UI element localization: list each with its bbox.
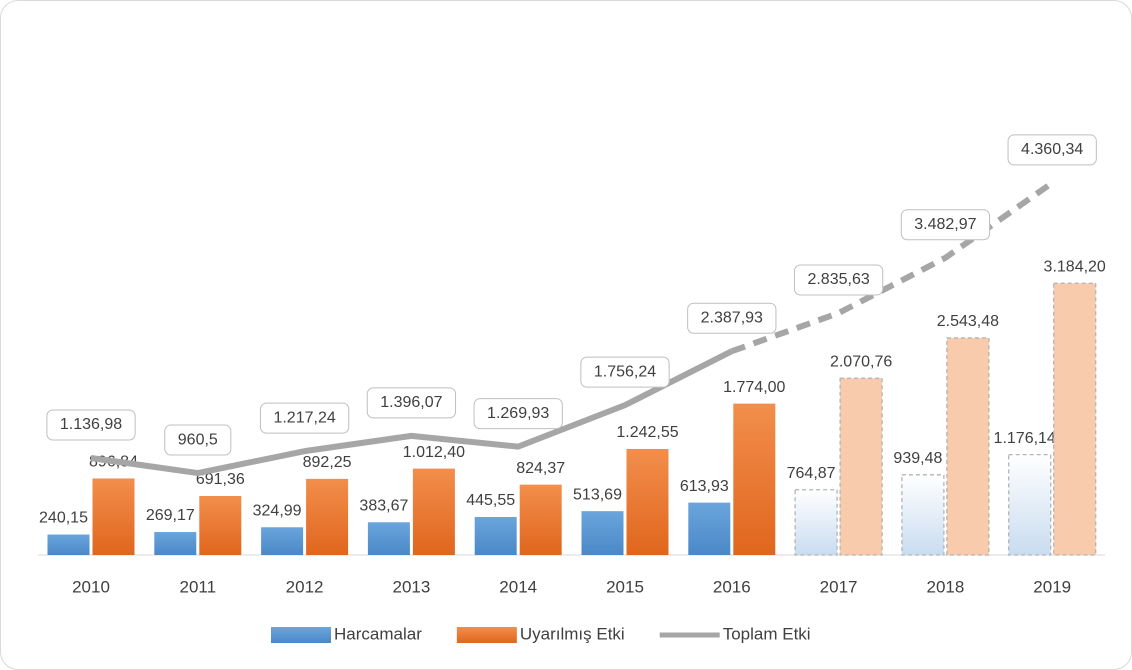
line-value-text: 1.269,93: [487, 405, 549, 422]
bar: [839, 377, 883, 556]
legend-label: Uyarılmış Etki: [520, 624, 625, 643]
bar: [154, 532, 197, 555]
bar: [261, 527, 304, 555]
label-box: [164, 424, 232, 456]
bar-value-label: 764,87: [787, 465, 836, 482]
bar-value-label: 513,69: [573, 486, 622, 503]
label-box: [1007, 134, 1097, 166]
bar-value-label: 324,99: [253, 502, 302, 519]
legend-swatch: [271, 627, 331, 643]
x-tick-label: 2018: [926, 577, 964, 596]
x-tick-label: 2017: [820, 577, 858, 596]
bar: [581, 511, 624, 555]
bar: [1053, 282, 1097, 556]
line: [730, 180, 1054, 355]
bar-value-label: 240,15: [39, 510, 88, 527]
line-value-label: 1.269,93: [473, 398, 563, 430]
x-tick-label: 2012: [286, 577, 324, 596]
label-box: [259, 402, 350, 434]
x-tick-label: 2015: [606, 577, 644, 596]
line-value-label: 3.482,97: [900, 209, 991, 241]
bar-value-label: 892,25: [303, 454, 352, 471]
bar-value-label: 824,37: [516, 460, 565, 477]
bar-value-label: 2.543,48: [937, 313, 999, 330]
legend-label: Toplam Etki: [723, 624, 811, 643]
bar: [794, 489, 838, 556]
x-tick-label: 2019: [1033, 577, 1071, 596]
bar: [626, 448, 669, 555]
label-box: [793, 264, 884, 296]
line-value-text: 1.136,98: [60, 416, 122, 433]
bar-value-label: 445,55: [466, 492, 515, 509]
line-value-label: 2.835,63: [793, 264, 884, 296]
line-value-text: 1.396,07: [380, 394, 442, 411]
line-value-text: 2.387,93: [701, 309, 763, 326]
bar: [47, 534, 90, 555]
bar-value-label: 613,93: [680, 478, 729, 495]
x-tick-label: 2016: [713, 577, 751, 596]
line-value-text: 1.217,24: [273, 409, 335, 426]
line-value-text: 960,5: [178, 431, 218, 448]
bar: [733, 403, 776, 555]
bar-value-label: 939,48: [893, 450, 942, 467]
legend-label: Harcamalar: [334, 624, 422, 643]
bar: [519, 484, 562, 555]
line-value-label: 1.396,07: [366, 387, 457, 419]
line-value-label: 2.387,93: [687, 302, 777, 334]
bar: [688, 502, 731, 555]
line-value-label: 1.136,98: [46, 409, 136, 441]
line-value-label: 960,5: [164, 424, 232, 456]
x-tick-label: 2010: [72, 577, 110, 596]
x-tick-label: 2011: [180, 577, 217, 596]
bar: [92, 478, 135, 555]
bar: [946, 337, 990, 556]
bar-value-label: 1.242,55: [616, 424, 678, 441]
line-value-label: 1.756,24: [580, 356, 670, 388]
bar: [474, 516, 517, 555]
bar: [367, 522, 410, 555]
line-value-text: 3.482,97: [914, 216, 976, 233]
bar-value-label: 1.176,14: [994, 430, 1056, 447]
bar-value-label: 383,67: [359, 497, 408, 514]
bar: [199, 496, 242, 555]
line: [90, 348, 734, 477]
legend-swatch: [456, 627, 517, 643]
label-box: [687, 302, 777, 334]
label-box: [366, 387, 457, 419]
line-value-text: 1.756,24: [594, 363, 656, 380]
line-value-text: 4.360,34: [1021, 141, 1083, 158]
bar-value-label: 2.070,76: [830, 354, 892, 371]
bar-value-label: 691,36: [196, 471, 245, 488]
bar: [306, 478, 349, 555]
bar-value-label: 3.184,20: [1044, 259, 1106, 276]
bar-value-label: 1.774,00: [723, 379, 785, 396]
bar: [1008, 453, 1052, 556]
label-box: [580, 356, 670, 388]
bar-value-label: 1.012,40: [403, 444, 465, 461]
x-tick-label: 2014: [499, 577, 537, 596]
label-box: [473, 398, 563, 430]
line-value-label: 1.217,24: [259, 402, 350, 434]
bar: [412, 468, 455, 555]
bar-value-label: 269,17: [146, 507, 195, 524]
line-value-text: 2.835,63: [807, 271, 869, 288]
label-box: [46, 409, 136, 441]
x-tick-label: 2013: [392, 577, 430, 596]
bar: [901, 474, 945, 556]
label-box: [900, 209, 991, 241]
line-value-label: 4.360,34: [1007, 134, 1097, 166]
